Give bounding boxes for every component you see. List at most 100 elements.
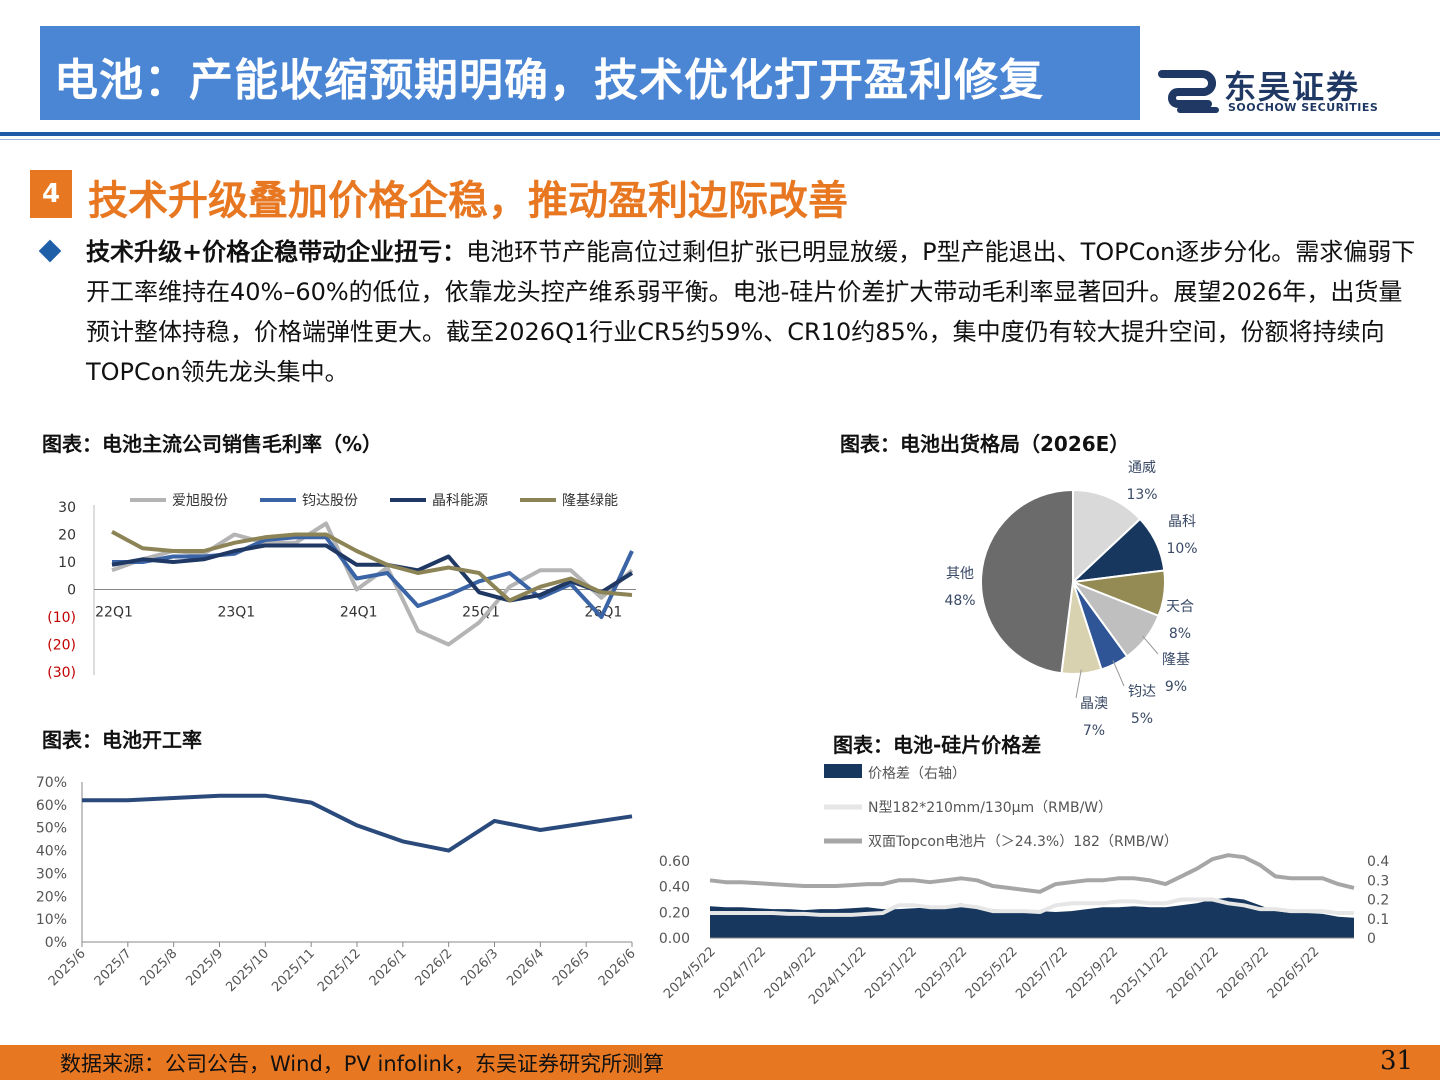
y-tick-label: 40%	[36, 844, 67, 860]
y-right-tick-label: 0.4	[1367, 854, 1389, 870]
y-left-tick-label: 0.20	[659, 905, 690, 921]
legend-label: 双面Topcon电池片（＞24.3%）182（RMB/W）	[868, 834, 1178, 850]
pie-value: 13%	[1126, 487, 1157, 503]
legend-label: N型182*210mm/130μm（RMB/W）	[868, 800, 1112, 816]
y-tick-label: (20)	[47, 638, 76, 654]
series-line-4	[111, 530, 633, 603]
logo: 东吴证券 SOOCHOW SECURITIES	[1158, 58, 1408, 118]
y-tick-label: 0	[67, 583, 76, 599]
x-tick-label: 2026/5/22	[1265, 944, 1323, 1002]
section-title: 技术升级叠加价格企稳，推动盈利边际改善	[88, 178, 848, 224]
pie-label: 天合	[1166, 599, 1194, 615]
x-tick-label: 2025/11	[269, 946, 318, 995]
y-tick-label: 0%	[45, 935, 67, 951]
margin-chart-title: 图表：电池主流公司销售毛利率（%）	[42, 432, 383, 456]
diamond-bullet-icon	[38, 239, 62, 263]
x-tick-label: 2025/9	[183, 946, 226, 989]
header-divider-thin	[0, 139, 1440, 140]
title-bar: 电池：产能收缩预期明确，技术优化打开盈利修复	[40, 26, 1140, 120]
x-tick-label: 22Q1	[95, 605, 133, 621]
x-tick-label: 2025/10	[223, 946, 272, 995]
y-tick-label: (30)	[47, 665, 76, 681]
legend-label: 晶科能源	[432, 493, 488, 509]
y-right-tick-label: 0.2	[1367, 893, 1389, 909]
spread-area	[710, 897, 1354, 938]
y-left-tick-label: 0.00	[659, 931, 690, 947]
leader-line	[1142, 635, 1159, 655]
y-tick-label: 30	[58, 500, 76, 516]
spread-chart-title: 图表：电池-硅片价格差	[833, 733, 1042, 757]
pie-label: 通威	[1128, 460, 1156, 476]
leader-line	[1112, 660, 1125, 687]
y-right-tick-label: 0	[1367, 931, 1376, 947]
y-tick-label: 70%	[36, 775, 67, 791]
x-tick-label: 2026/6	[596, 946, 639, 989]
legend-swatch	[824, 764, 862, 778]
series-line-1	[111, 521, 634, 647]
y-tick-label: 30%	[36, 866, 67, 882]
y-right-tick-label: 0.1	[1367, 912, 1389, 928]
pie-value: 7%	[1083, 723, 1105, 739]
x-tick-label: 2025/8	[138, 946, 181, 989]
legend-label: 爱旭股份	[172, 493, 228, 509]
section-number-badge: 4	[30, 170, 72, 218]
x-tick-label: 2026/5	[550, 946, 593, 989]
y-right-tick-label: 0.3	[1367, 873, 1389, 889]
utilization-line-chart: 70%60%50%40%30%20%10%0%2025/6 2025/7 2025/…	[36, 775, 639, 995]
footer-source: 数据来源：公司公告，Wind，PV infolink，东吴证券研究所测算	[60, 1052, 665, 1076]
pie-label: 隆基	[1162, 651, 1190, 668]
pie-chart-title: 图表：电池出货格局（2026E）	[840, 432, 1130, 456]
x-tick-label: 2026/1	[367, 946, 410, 989]
summary-body: 电池环节产能高位过剩但扩张已明显放缓，P型产能退出、TOPCon逐步分化。需求偏…	[86, 238, 1416, 386]
logo-text-en: SOOCHOW SECURITIES	[1228, 101, 1379, 114]
y-tick-label: 50%	[36, 821, 67, 837]
x-tick-label: 23Q1	[217, 605, 255, 621]
footer-bar	[0, 1045, 1440, 1080]
price-line-2	[709, 853, 1355, 894]
y-tick-label: 10%	[36, 912, 67, 928]
x-tick-label: 2024/7/22	[711, 944, 769, 1002]
y-tick-label: 20	[58, 528, 76, 544]
y-tick-label: 10	[58, 555, 76, 571]
pie-label: 其他	[946, 566, 974, 582]
x-tick-label: 2025/7/22	[1013, 944, 1071, 1002]
logo-icon	[1158, 70, 1219, 113]
shipment-share-pie-chart: 通威 13% 晶科 10% 天合 8% 隆基 9% 钧达 5% 晶澳 7% 其他 48%	[944, 460, 1197, 739]
pie-value: 10%	[1166, 541, 1197, 557]
legend-label: 价格差（右轴）	[868, 766, 966, 782]
leader-line	[1075, 669, 1082, 699]
x-tick-label: 2025/7	[92, 946, 135, 989]
x-tick-label: 2025/1/22	[862, 944, 920, 1002]
y-tick-label: (10)	[47, 610, 76, 626]
x-tick-label: 2025/6	[46, 946, 89, 989]
utilization-chart-title: 图表：电池开工率	[42, 728, 202, 752]
pie-label: 晶澳	[1080, 696, 1108, 712]
pie-label: 晶科	[1168, 514, 1196, 530]
utilization-line	[82, 793, 633, 853]
x-tick-label: 2025/3/22	[913, 944, 971, 1002]
pie-slice	[980, 488, 1074, 675]
series-line-2	[112, 535, 634, 619]
summary-lead: 技术升级+价格企稳带动企业扭亏：	[86, 238, 467, 266]
page-number: 31	[1380, 1046, 1414, 1076]
y-tick-label: 20%	[36, 889, 67, 905]
pie-label: 钧达	[1128, 684, 1156, 700]
logo-text-cn: 东吴证券	[1224, 68, 1361, 106]
pie-value: 5%	[1131, 711, 1153, 727]
pie-value: 9%	[1165, 679, 1187, 695]
x-tick-label: 2026/2	[413, 946, 456, 989]
pie-value: 48%	[944, 593, 975, 609]
header-divider	[0, 132, 1440, 136]
page-title: 电池：产能收缩预期明确，技术优化打开盈利修复	[54, 55, 1044, 106]
y-left-tick-label: 0.40	[659, 880, 690, 896]
x-tick-label: 2026/3	[458, 946, 501, 989]
legend-label: 隆基绿能	[562, 492, 618, 509]
series-line-3	[111, 543, 634, 603]
legend-label: 钧达股份	[302, 493, 358, 509]
x-tick-label: 2026/1/22	[1164, 944, 1222, 1002]
x-tick-label: 2025/12	[315, 946, 364, 995]
pie-slice	[1072, 488, 1142, 585]
y-tick-label: 60%	[36, 798, 67, 814]
x-tick-label: 24Q1	[340, 605, 378, 621]
